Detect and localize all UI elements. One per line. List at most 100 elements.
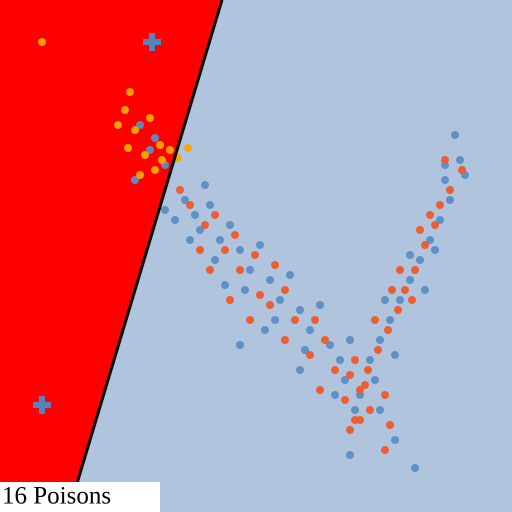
point bbox=[236, 246, 244, 254]
point bbox=[146, 114, 154, 122]
point bbox=[281, 286, 289, 294]
point bbox=[156, 141, 164, 149]
point bbox=[216, 236, 224, 244]
point bbox=[346, 371, 354, 379]
point bbox=[351, 356, 359, 364]
point bbox=[386, 316, 394, 324]
point bbox=[316, 386, 324, 394]
point bbox=[458, 166, 466, 174]
point bbox=[331, 366, 339, 374]
annotation: 16 Poisons bbox=[2, 483, 111, 510]
point bbox=[181, 196, 189, 204]
point bbox=[346, 336, 354, 344]
point bbox=[436, 201, 444, 209]
point bbox=[196, 246, 204, 254]
point bbox=[141, 151, 149, 159]
point bbox=[161, 206, 169, 214]
point bbox=[186, 236, 194, 244]
point bbox=[341, 376, 349, 384]
points bbox=[33, 33, 469, 472]
point bbox=[381, 391, 389, 399]
point bbox=[246, 316, 254, 324]
point bbox=[316, 301, 324, 309]
point bbox=[401, 286, 409, 294]
point bbox=[131, 126, 139, 134]
point bbox=[386, 421, 394, 429]
point bbox=[311, 316, 319, 324]
point bbox=[166, 146, 174, 154]
point bbox=[406, 251, 414, 259]
point bbox=[336, 356, 344, 364]
point bbox=[301, 346, 309, 354]
point bbox=[126, 88, 134, 96]
point bbox=[131, 176, 139, 184]
point bbox=[346, 451, 354, 459]
point bbox=[391, 351, 399, 359]
point bbox=[206, 266, 214, 274]
point bbox=[271, 316, 279, 324]
point bbox=[416, 256, 424, 264]
point bbox=[38, 38, 46, 46]
point bbox=[236, 341, 244, 349]
point bbox=[121, 106, 129, 114]
point bbox=[276, 296, 284, 304]
point bbox=[201, 221, 209, 229]
point bbox=[406, 276, 414, 284]
point bbox=[366, 406, 374, 414]
point bbox=[391, 436, 399, 444]
point bbox=[206, 201, 214, 209]
point bbox=[421, 241, 429, 249]
point bbox=[356, 386, 364, 394]
point bbox=[201, 181, 209, 189]
point bbox=[374, 346, 382, 354]
point bbox=[286, 271, 294, 279]
point bbox=[151, 166, 159, 174]
point bbox=[364, 366, 372, 374]
decision-boundary bbox=[66, 0, 224, 512]
decision-region bbox=[0, 0, 222, 512]
point bbox=[231, 231, 239, 239]
point bbox=[158, 156, 166, 164]
point bbox=[226, 296, 234, 304]
point bbox=[256, 291, 264, 299]
point bbox=[246, 266, 254, 274]
point bbox=[441, 176, 449, 184]
point bbox=[236, 266, 244, 274]
point bbox=[451, 131, 459, 139]
point bbox=[411, 464, 419, 472]
point bbox=[421, 286, 429, 294]
point bbox=[271, 261, 279, 269]
cross-marker bbox=[33, 396, 51, 414]
point bbox=[384, 326, 392, 334]
point bbox=[361, 381, 369, 389]
point bbox=[291, 316, 299, 324]
point bbox=[261, 326, 269, 334]
point bbox=[146, 146, 154, 154]
point bbox=[366, 356, 374, 364]
point bbox=[396, 296, 404, 304]
point bbox=[124, 144, 132, 152]
point bbox=[436, 216, 444, 224]
point bbox=[196, 226, 204, 234]
point bbox=[266, 301, 274, 309]
point bbox=[251, 251, 259, 259]
point bbox=[186, 201, 194, 209]
point bbox=[341, 396, 349, 404]
point bbox=[371, 376, 379, 384]
point bbox=[306, 351, 314, 359]
point bbox=[426, 211, 434, 219]
point bbox=[184, 144, 192, 152]
point bbox=[136, 171, 144, 179]
point bbox=[416, 226, 424, 234]
point bbox=[431, 221, 439, 229]
point bbox=[306, 326, 314, 334]
point bbox=[114, 121, 122, 129]
point bbox=[211, 211, 219, 219]
point bbox=[381, 446, 389, 454]
point bbox=[446, 196, 454, 204]
point bbox=[296, 366, 304, 374]
point bbox=[326, 341, 334, 349]
point bbox=[381, 296, 389, 304]
point bbox=[321, 336, 329, 344]
